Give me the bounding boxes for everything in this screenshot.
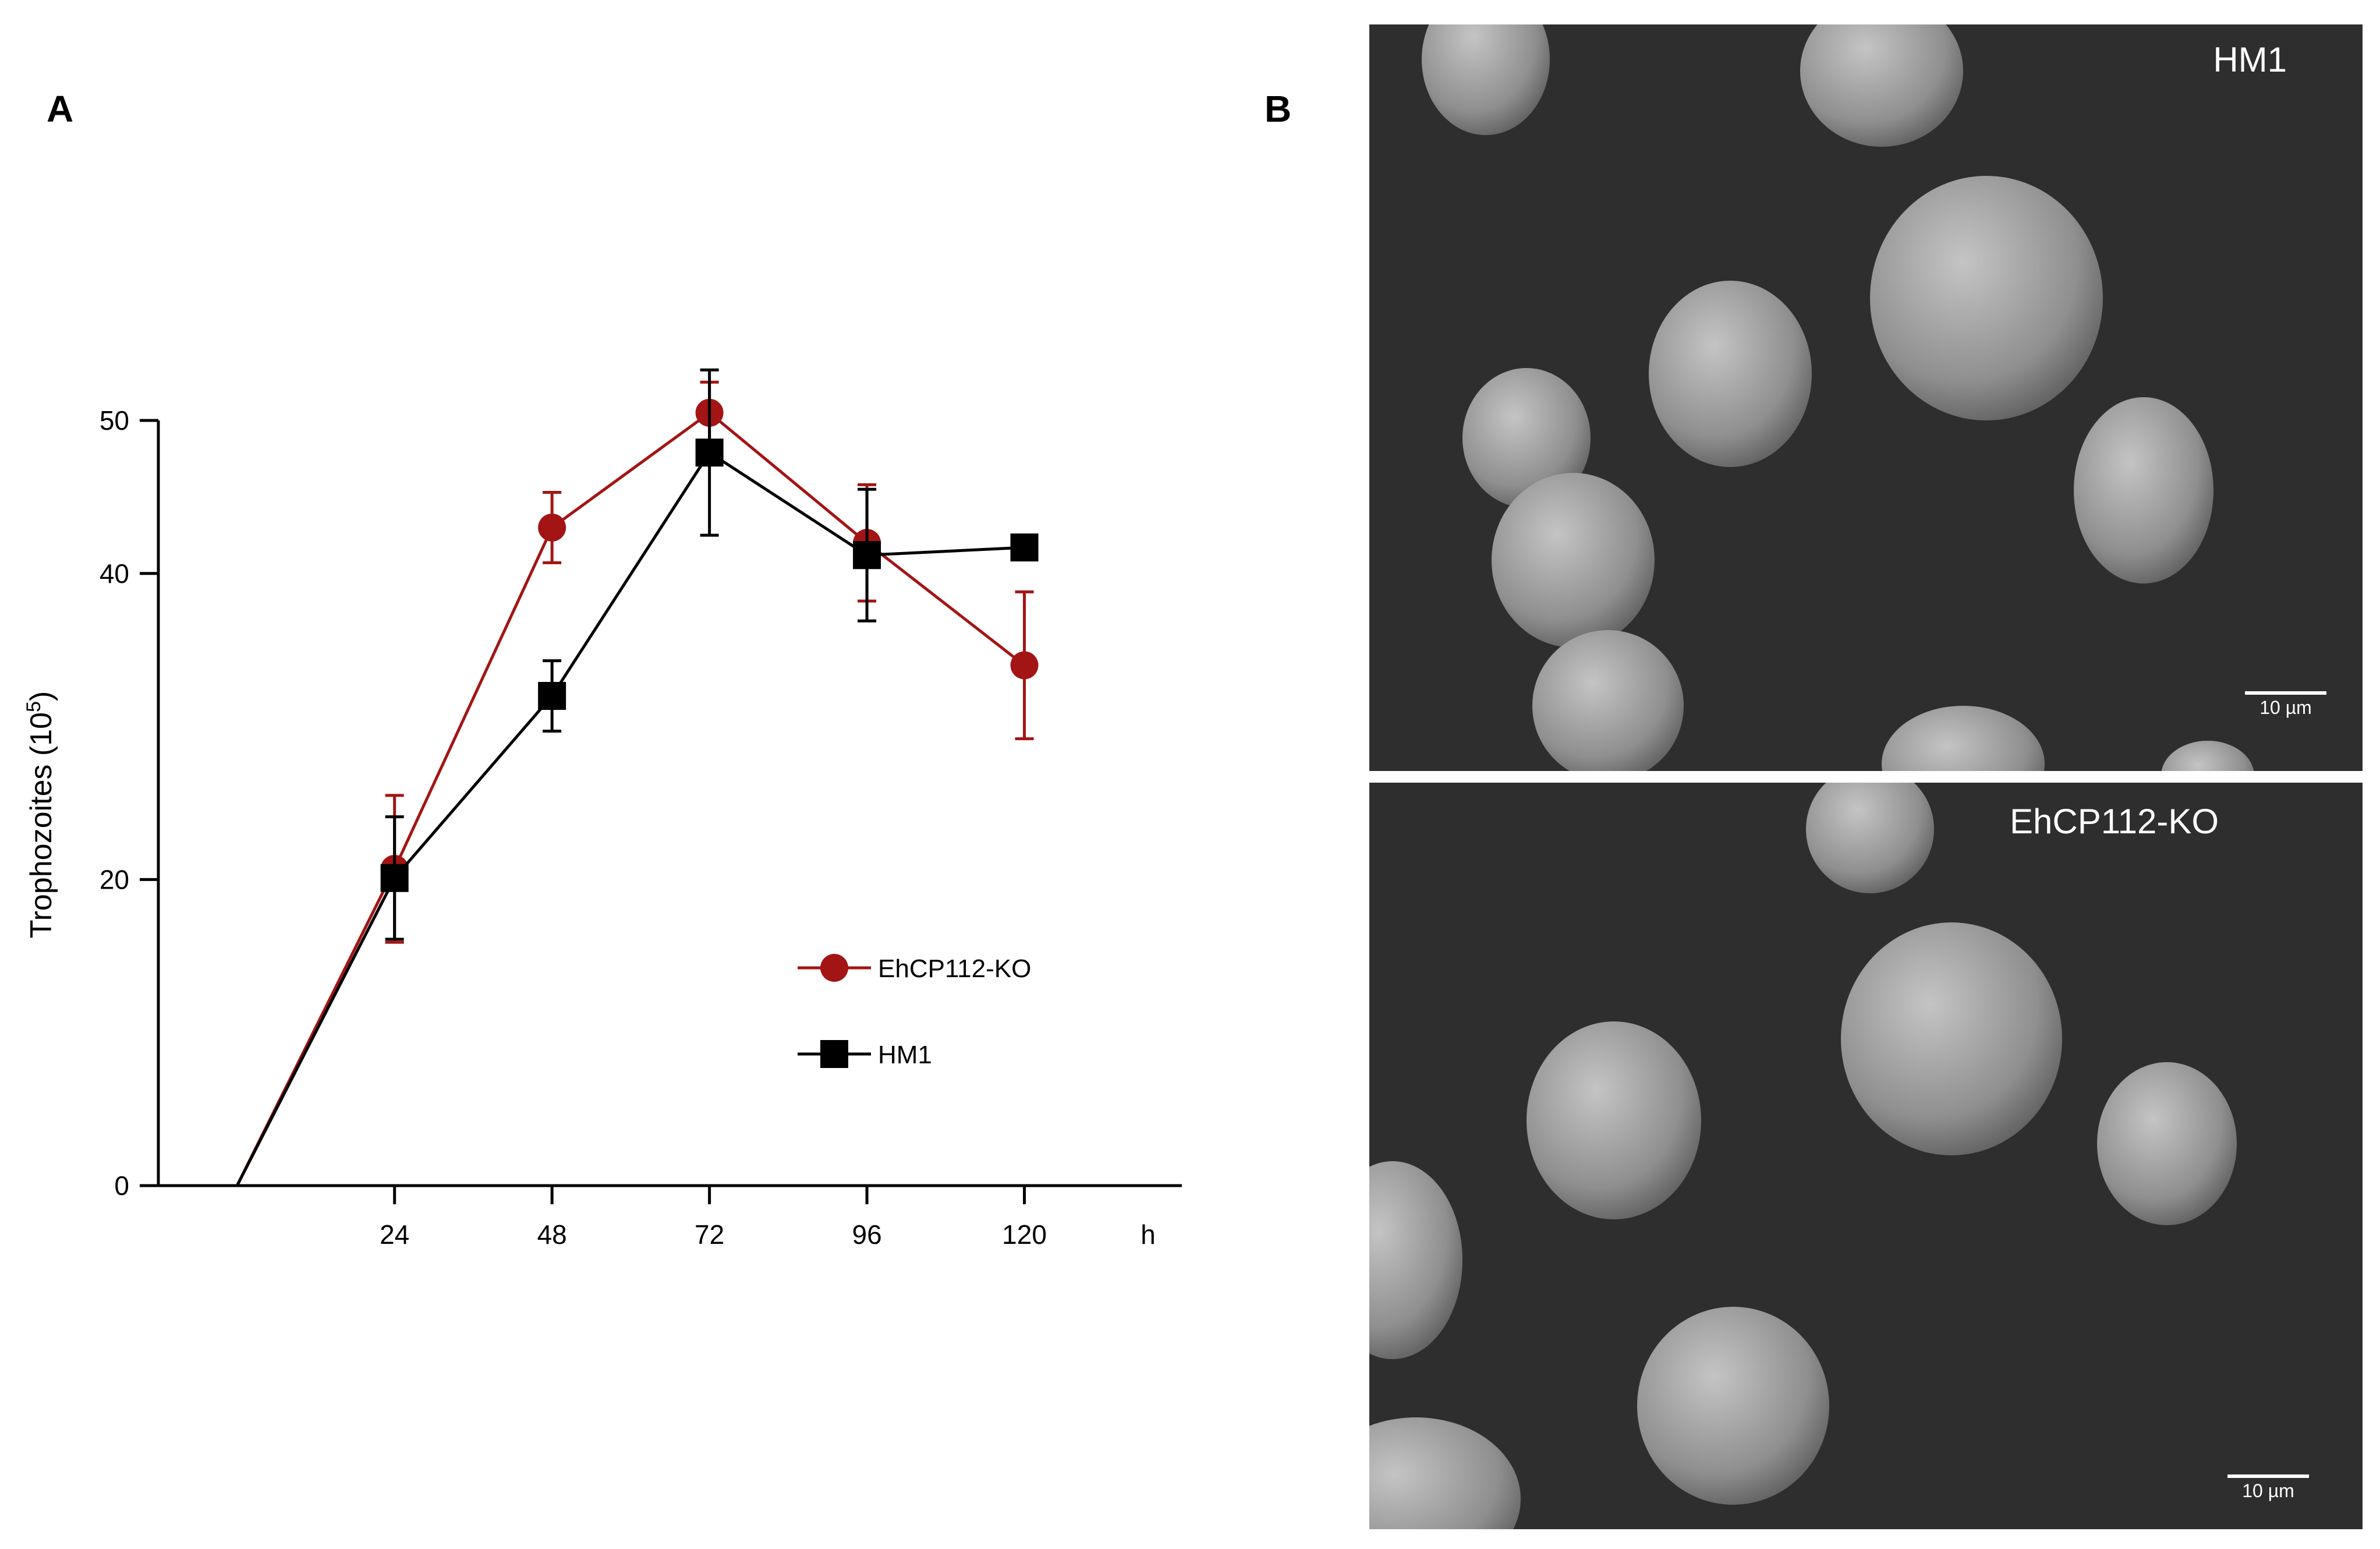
x-tick-label: 24 — [380, 1219, 409, 1250]
series-line-1 — [236, 450, 1025, 1187]
chart-legend: EhCP112-KO HM1 — [798, 954, 1031, 1069]
data-point — [538, 682, 566, 710]
x-axis-unit-label: h — [1141, 1219, 1156, 1250]
micrograph-hm1-label: HM1 — [2213, 40, 2287, 79]
micrograph-hm1-cells — [1422, 24, 2254, 771]
x-tick-label: 48 — [537, 1219, 567, 1250]
y-tick-label: 20 — [100, 864, 129, 894]
panel-a-label: A — [47, 88, 74, 130]
chart-series — [235, 368, 1039, 1187]
data-point — [380, 864, 409, 892]
data-point — [1010, 533, 1039, 562]
data-point — [538, 513, 566, 542]
legend-marker — [820, 954, 848, 982]
data-point — [1010, 651, 1039, 680]
x-tick-label: 96 — [852, 1219, 881, 1250]
legend-marker — [820, 1040, 848, 1068]
micrograph-ko-label: EhCP112-KO — [2010, 802, 2219, 841]
scalebar-label: 10 µm — [2259, 697, 2312, 718]
legend-label: HM1 — [878, 1041, 932, 1069]
y-axis-label-main: Trophozoites (10 — [24, 712, 58, 938]
cell-shapes — [1422, 24, 2254, 771]
cell-shapes — [1369, 783, 2237, 1529]
legend-label: EhCP112-KO — [878, 954, 1031, 983]
panel-b-label: B — [1265, 88, 1292, 130]
micrograph-hm1-scalebar: 10 µm — [2245, 691, 2326, 719]
y-tick-label: 40 — [100, 558, 129, 589]
micrograph-hm1: HM1 10 µm — [1369, 24, 2363, 771]
micrograph-ehcp112-ko: EhCP112-KO 10 µm — [1369, 783, 2363, 1529]
y-axis-label: Trophozoites (105) — [23, 691, 58, 939]
y-tick-label: 0 — [114, 1170, 129, 1201]
y-tick-label: 50 — [100, 405, 129, 436]
data-point — [853, 541, 881, 570]
micrograph-ko-cells — [1369, 783, 2237, 1529]
scalebar-line — [2245, 691, 2326, 695]
chart-axes: 0 20 40 50 24 48 72 96 120 h Trophozoites (105) — [23, 405, 1182, 1250]
y-axis-label-sup: 5 — [23, 701, 45, 712]
data-point — [695, 438, 724, 467]
micrograph-ko-scalebar: 10 µm — [2227, 1474, 2309, 1502]
x-tick-label: 120 — [1002, 1219, 1047, 1250]
growth-chart: 0 20 40 50 24 48 72 96 120 h Trophozoites (105) Eh… — [23, 368, 1182, 1250]
y-axis-label-close: ) — [24, 691, 58, 701]
scalebar-label: 10 µm — [2242, 1480, 2294, 1501]
scalebar-line — [2227, 1474, 2309, 1478]
x-tick-label: 72 — [695, 1219, 724, 1250]
series-line-0 — [235, 411, 1026, 1187]
